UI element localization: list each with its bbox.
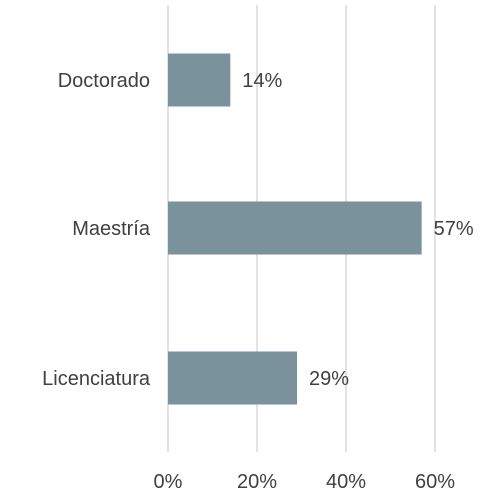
- x-tick-label: 60%: [415, 471, 455, 493]
- data-label: 29%: [309, 368, 349, 390]
- bar-doctorado: [168, 53, 231, 107]
- bar-licenciatura: [168, 351, 298, 405]
- category-label: Licenciatura: [42, 368, 151, 390]
- x-tick-label: 0%: [154, 471, 183, 493]
- data-label: 14%: [242, 70, 282, 92]
- bars: [168, 53, 422, 405]
- labels: 0% 20% 40% 60% Doctorado 14% Maestría 57% Licenc…: [42, 70, 474, 493]
- x-tick-label: 20%: [237, 471, 277, 493]
- category-label: Doctorado: [58, 70, 150, 92]
- x-tick-label: 40%: [326, 471, 366, 493]
- data-label: 57%: [434, 218, 474, 240]
- bar-maestr-a: [168, 201, 422, 255]
- category-label: Maestría: [72, 218, 151, 240]
